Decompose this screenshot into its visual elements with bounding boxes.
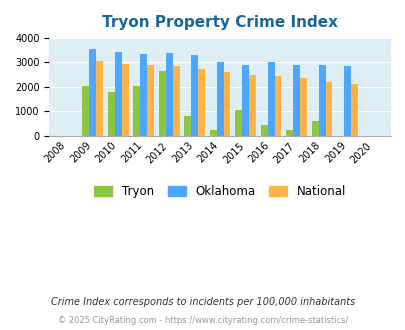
Bar	[198, 69, 205, 136]
Bar	[311, 121, 318, 136]
Bar	[82, 86, 89, 136]
Bar	[223, 72, 230, 136]
Bar	[115, 52, 122, 136]
Bar	[235, 111, 242, 136]
Bar	[267, 62, 274, 136]
Bar	[286, 130, 292, 136]
Legend: Tryon, Oklahoma, National: Tryon, Oklahoma, National	[90, 181, 350, 203]
Bar	[147, 65, 153, 136]
Bar	[172, 66, 179, 136]
Bar	[158, 72, 165, 136]
Bar	[140, 54, 147, 136]
Bar	[249, 75, 256, 136]
Bar	[165, 53, 172, 136]
Bar	[350, 84, 357, 136]
Bar	[209, 130, 216, 136]
Bar	[260, 125, 267, 136]
Bar	[108, 92, 115, 136]
Bar	[133, 86, 140, 136]
Bar	[325, 82, 332, 136]
Text: © 2025 CityRating.com - https://www.cityrating.com/crime-statistics/: © 2025 CityRating.com - https://www.city…	[58, 316, 347, 325]
Bar	[89, 49, 96, 136]
Bar	[274, 76, 281, 136]
Bar	[216, 62, 223, 136]
Bar	[184, 115, 191, 136]
Title: Tryon Property Crime Index: Tryon Property Crime Index	[102, 15, 337, 30]
Bar	[292, 65, 299, 136]
Bar	[343, 66, 350, 136]
Bar	[299, 78, 306, 136]
Bar	[242, 65, 249, 136]
Text: Crime Index corresponds to incidents per 100,000 inhabitants: Crime Index corresponds to incidents per…	[51, 297, 354, 307]
Bar	[191, 55, 198, 136]
Bar	[96, 61, 103, 136]
Bar	[318, 65, 325, 136]
Bar	[122, 64, 128, 136]
